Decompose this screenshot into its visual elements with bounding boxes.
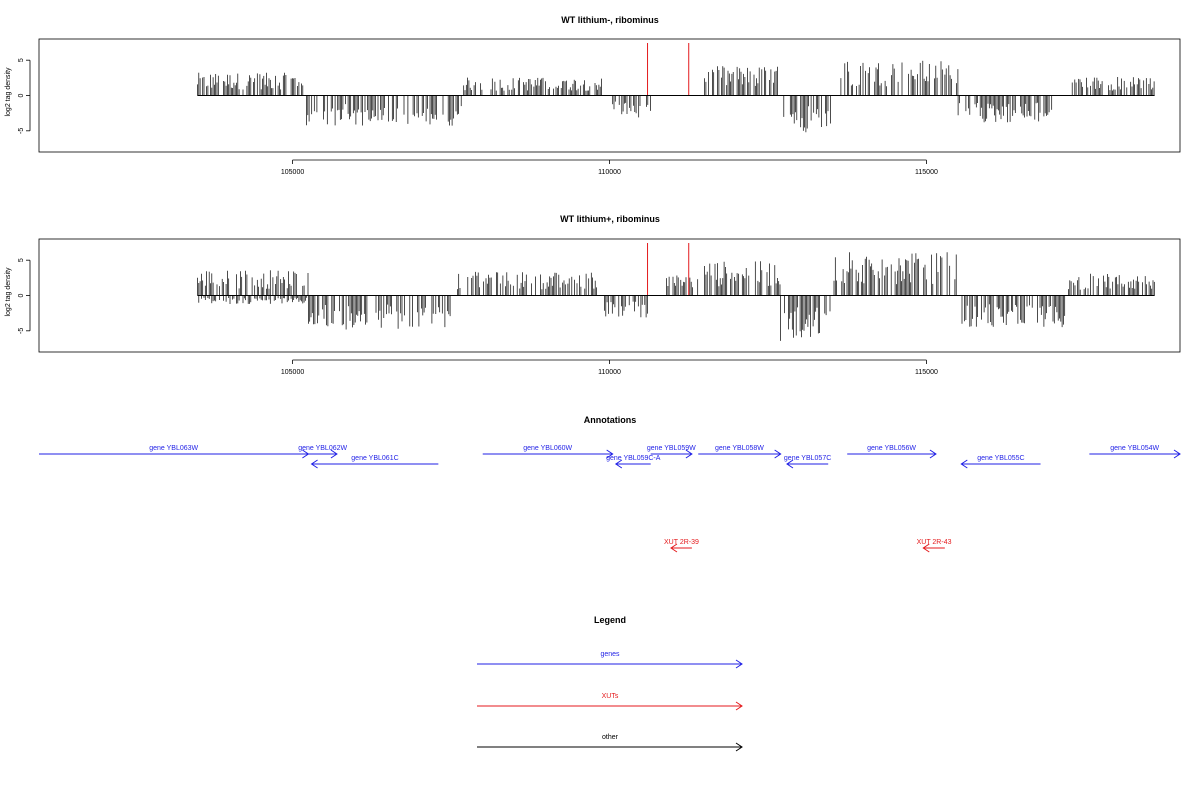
coverage-panel-lithium-minus: WT lithium-, ribominus log2 tag density … <box>5 15 1181 176</box>
gene-arrow: gene YBL059W <box>647 445 696 459</box>
x-tick-label: 115000 <box>915 169 938 176</box>
legend: Legend genes XUTs other <box>477 615 743 752</box>
xut-arrow: XUT 2R-39 <box>664 539 699 553</box>
gene-arrow: gene YBL057C <box>784 455 831 469</box>
x-tick-label: 105000 <box>281 169 304 176</box>
x-axis: 105000 110000 115000 <box>281 159 938 176</box>
feature-label: XUT 2R-39 <box>664 539 699 546</box>
x-tick-label: 110000 <box>598 369 621 376</box>
legend-items: genes XUTs other <box>477 651 743 752</box>
feature-label: gene YBL060W <box>523 445 572 452</box>
y-axis: log2 tag density 5 0 -5 <box>5 58 31 134</box>
x-tick-label: 110000 <box>598 169 621 176</box>
x-tick-label: 105000 <box>281 369 304 376</box>
annotation-features: gene YBL063W gene YBL062W gene YBL061C gene… <box>39 445 1181 553</box>
feature-label: gene YBL057C <box>784 455 831 462</box>
y-tick-label: 5 <box>18 58 25 62</box>
annotation-track: Annotations gene YBL063W gene YBL062Wgene… <box>39 415 1181 553</box>
panel-title: WT lithium+, ribominus <box>560 214 660 224</box>
legend-label: XUTs <box>602 693 619 700</box>
coverage-bars <box>197 252 1155 341</box>
gene-arrow: gene YBL058W <box>698 445 782 459</box>
gene-arrow: gene YBL061C <box>310 455 439 469</box>
x-tick-label: 115000 <box>915 369 938 376</box>
plot-frame <box>38 38 1181 153</box>
gene-arrow: gene YBL055C <box>960 455 1041 469</box>
feature-label: gene YBL055C <box>977 455 1024 462</box>
y-axis: log2 tag density 5 0 -5 <box>5 258 31 334</box>
feature-label: gene YBL061C <box>351 455 398 462</box>
legend-label: other <box>602 734 619 741</box>
y-tick-label: 0 <box>18 293 25 297</box>
y-tick-label: -5 <box>18 128 25 134</box>
feature-label: gene YBL063W <box>149 445 198 452</box>
feature-label: gene YBL059W <box>647 445 696 452</box>
y-axis-label: log2 tag density <box>5 267 12 317</box>
y-tick-label: 5 <box>18 258 25 262</box>
gene-arrow: gene YBL054W <box>1089 445 1181 459</box>
feature-label: gene YBL062W <box>298 445 347 452</box>
feature-label: gene YBL054W <box>1110 445 1159 452</box>
panel-title: WT lithium-, ribominus <box>561 15 659 25</box>
legend-item: XUTs <box>477 693 743 711</box>
coverage-bars <box>197 60 1155 133</box>
gene-arrow: gene YBL056W <box>847 445 937 459</box>
xut-arrow: XUT 2R-43 <box>917 539 952 553</box>
gene-arrow: gene YBL059C-A <box>606 455 661 469</box>
coverage-panel-lithium-plus: WT lithium+, ribominus log2 tag density … <box>5 214 1181 376</box>
y-tick-label: 0 <box>18 93 25 97</box>
annotations-title: Annotations <box>584 415 637 425</box>
legend-title: Legend <box>594 615 626 625</box>
feature-label: gene YBL059C-A <box>606 455 661 462</box>
y-axis-label: log2 tag density <box>5 67 12 117</box>
gene-arrow: gene YBL062W <box>298 445 348 459</box>
marker-lines <box>647 43 690 96</box>
plot-frame <box>38 238 1181 353</box>
legend-item: other <box>477 734 743 752</box>
legend-item: genes <box>477 651 743 669</box>
x-axis: 105000 110000 115000 <box>281 359 938 376</box>
feature-label: gene YBL056W <box>867 445 916 452</box>
marker-lines <box>647 243 690 296</box>
feature-label: XUT 2R-43 <box>917 539 952 546</box>
y-tick-label: -5 <box>18 328 25 334</box>
feature-label: gene YBL058W <box>715 445 764 452</box>
legend-label: genes <box>600 651 620 658</box>
gene-arrow: gene YBL060W <box>482 445 614 459</box>
